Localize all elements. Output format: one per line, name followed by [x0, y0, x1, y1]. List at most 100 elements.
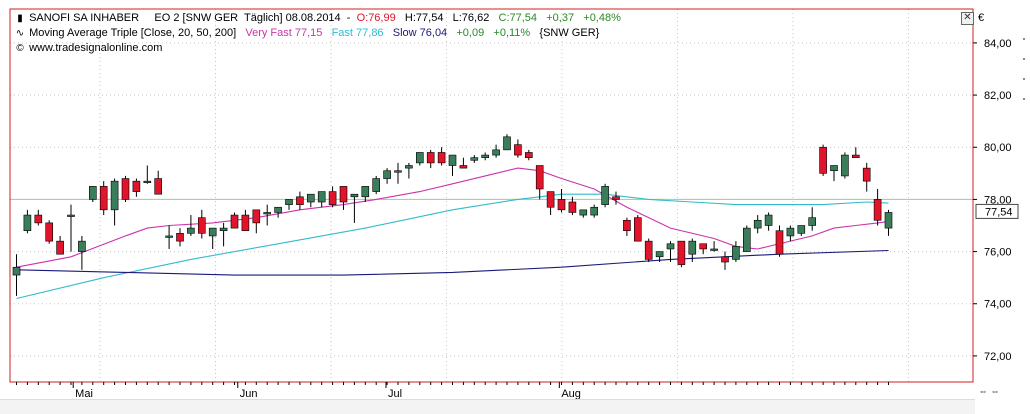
source-link[interactable]: www.tradesignalonline.com: [29, 42, 163, 54]
candle-body: [710, 248, 718, 251]
candle-body: [99, 186, 108, 211]
candle-body: [862, 167, 871, 182]
wave-icon: ∿: [15, 28, 25, 39]
y-tick-label: 74,00: [984, 299, 1012, 311]
last-price-box: [975, 203, 1019, 219]
plot-border: [9, 8, 974, 383]
open-value: O:76,99: [356, 12, 396, 24]
last-price-marker: 77,54: [975, 203, 1019, 219]
candle-body: [426, 152, 435, 164]
candle-body: [56, 240, 64, 255]
change-percent: +0,48%: [583, 12, 621, 24]
y-tick-label: 78,00: [984, 194, 1012, 206]
close-value: C:77,54: [498, 12, 538, 24]
slow-value: Slow 76,04: [392, 27, 448, 39]
scroll-arrows-icon-2[interactable]: ⇔: [990, 386, 1000, 396]
candle-body: [459, 165, 468, 169]
fast-value: Fast 77,86: [331, 27, 384, 39]
last-price-label: 77,54: [985, 206, 1013, 218]
candle-body: [819, 146, 827, 174]
candle-body: [45, 222, 54, 242]
candle-body: [89, 186, 97, 200]
candle-body: [154, 178, 162, 195]
slow-change: +0,09: [456, 27, 485, 39]
candle-body: [252, 209, 261, 224]
candle-body: [121, 178, 130, 200]
candle-body: [633, 217, 642, 242]
y-tick-label: 76,00: [984, 247, 1012, 259]
candle-body: [328, 191, 337, 205]
candle-body: [666, 243, 675, 250]
candle-body: [219, 227, 228, 232]
y-tick-label: 72,00: [984, 351, 1012, 363]
candle-body: [579, 209, 588, 216]
candle-body: [655, 251, 664, 258]
candle-body: [514, 144, 522, 156]
candle-body: [884, 212, 893, 229]
y-tick-label: 80,00: [984, 142, 1012, 154]
candle-body: [405, 165, 413, 169]
x-axis: Mai Jun Jul Aug: [16, 382, 889, 400]
candle-body: [808, 217, 817, 226]
candle-body: [524, 152, 533, 158]
x-tick-label: Mai: [75, 388, 93, 400]
candle-body: [372, 178, 381, 192]
indicator-name: Moving Average Triple [Close, 20, 50, 20…: [29, 27, 237, 39]
scroll-arrows-icon[interactable]: ⇔: [978, 386, 988, 396]
ma-line-fast: [16, 193, 889, 300]
candle-body: [601, 186, 609, 205]
candle-body: [764, 214, 773, 226]
slow-change-percent: +0,11%: [493, 27, 531, 39]
candle-body: [732, 246, 740, 260]
candle-body: [623, 219, 631, 232]
candle-body: [775, 230, 784, 255]
ma-line-slow: [16, 249, 889, 276]
candle-body: [34, 214, 43, 224]
candle-body: [296, 196, 304, 205]
candle-body: [306, 193, 315, 203]
candle-body: [492, 149, 500, 156]
candle-body: [688, 240, 697, 255]
change-value: +0,37: [546, 12, 575, 24]
candle-body: [317, 191, 326, 203]
candle-body: [557, 199, 566, 211]
candle-body: [546, 191, 555, 208]
candle-body: [12, 266, 21, 276]
candle-body: [339, 186, 348, 203]
candle-body: [873, 199, 882, 221]
candle-body: [230, 214, 239, 229]
vertical-scrollbar[interactable]: [1018, 20, 1029, 380]
copyright-icon: ©: [16, 43, 24, 54]
candle-body: [383, 170, 391, 179]
instrument-name: SANOFI SA INHABER: [29, 12, 140, 24]
very-fast-value: Very Fast 77,15: [245, 27, 323, 39]
candle-body: [437, 152, 446, 164]
horizontal-scrollbar[interactable]: [0, 399, 975, 414]
close-icon[interactable]: ✕: [961, 12, 974, 25]
candle-body: [415, 152, 424, 164]
candle-body: [797, 225, 806, 234]
candle-body: [830, 165, 838, 172]
y-tick-label: 84,00: [984, 38, 1012, 50]
instrument-details: EO 2 [SNW GER Täglich] 08.08.2014: [154, 12, 341, 24]
candle-body: [590, 206, 599, 216]
candle-body: [176, 233, 184, 242]
x-tick-label: Aug: [561, 388, 581, 400]
candle-body: [350, 193, 359, 198]
candle-body: [78, 240, 86, 252]
candlestick-icon: ▮: [17, 13, 23, 24]
candle-body: [394, 170, 402, 173]
candle-body: [470, 157, 479, 161]
candle-body: [23, 214, 32, 232]
candle-body: [198, 217, 206, 234]
candle-body: [110, 180, 119, 211]
header-line-1: ▮ SANOFI SA INHABER EO 2 [SNW GER Täglic…: [14, 12, 621, 25]
candle-body: [612, 196, 620, 200]
candle-body: [503, 136, 511, 151]
candle-body: [361, 186, 370, 198]
x-tick-label: Jun: [240, 388, 258, 400]
candle-body: [241, 214, 250, 232]
candle-body: [786, 227, 795, 237]
